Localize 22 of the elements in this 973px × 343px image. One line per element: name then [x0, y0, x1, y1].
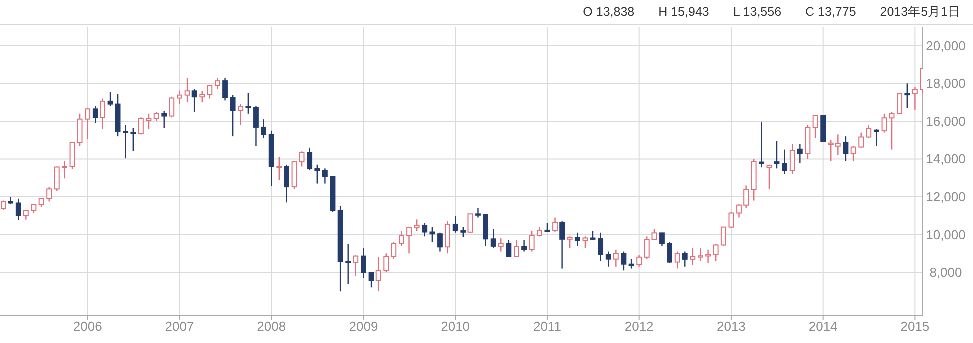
annotation: L 13,556: [733, 5, 782, 19]
x-tick-label: 2015: [900, 319, 930, 334]
x-tick-label: 2007: [165, 319, 194, 334]
y-tick-label: 18,000: [926, 76, 966, 92]
x-tick-label: 2012: [624, 319, 654, 334]
annotation: H 15,943: [658, 5, 710, 19]
y-tick-label: 8,000: [930, 265, 962, 280]
y-tick-label: 12,000: [926, 190, 966, 204]
y-tick-label: 10,000: [926, 227, 966, 242]
y-tick-label: 14,000: [926, 152, 966, 167]
x-tick-label: 2013: [716, 319, 746, 334]
annotation: 2013年5月1日: [880, 4, 961, 20]
x-tick-label: 2008: [257, 319, 286, 334]
x-tick-label: 2010: [441, 319, 470, 334]
y-tick-label: 16,000: [926, 114, 966, 129]
x-tick-label: 2011: [533, 319, 562, 334]
x-tick-label: 2006: [73, 319, 102, 334]
annotation: C 13,775: [806, 5, 856, 19]
annotation: O 13,838: [583, 5, 635, 19]
x-tick-label: 2014: [808, 319, 838, 334]
y-tick-label: 20,000: [926, 38, 966, 54]
x-tick-label: 2009: [349, 319, 378, 334]
